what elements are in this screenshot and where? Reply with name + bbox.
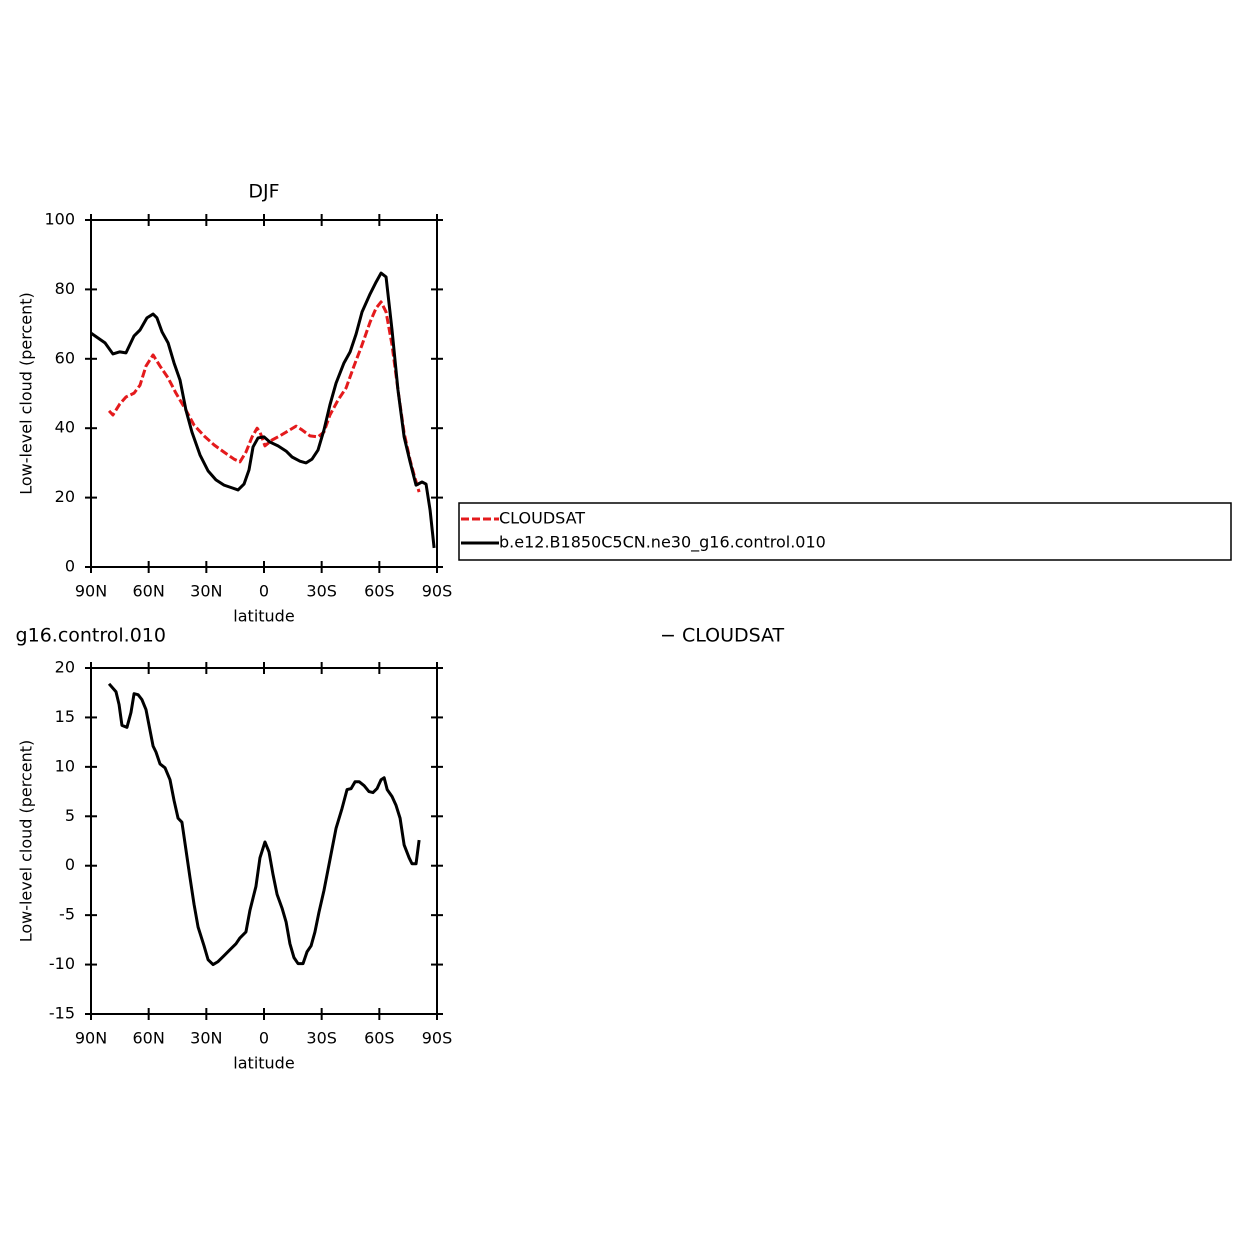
- x-axis-label: latitude: [233, 1054, 294, 1073]
- y-tick-label: 0: [65, 557, 75, 576]
- chart-title-left: g16.control.010: [16, 625, 166, 647]
- y-tick-label: 60: [55, 348, 75, 367]
- y-tick-label: -10: [49, 954, 75, 973]
- y-tick-label: 100: [44, 210, 75, 229]
- chart-title-right: − CLOUDSAT: [660, 625, 785, 647]
- x-tick-label: 90N: [75, 582, 107, 601]
- data-line: [107, 300, 421, 493]
- y-tick-label: 0: [65, 855, 75, 874]
- x-tick-label: 60S: [364, 582, 395, 601]
- y-tick-label: 15: [55, 707, 75, 726]
- x-axis-label: latitude: [233, 607, 294, 626]
- y-tick-label: 20: [55, 487, 75, 506]
- y-tick-label: 10: [55, 756, 75, 775]
- y-tick-label: 80: [55, 279, 75, 298]
- data-line: [107, 682, 421, 967]
- y-axis-label: Low-level cloud (percent): [17, 740, 36, 943]
- y-tick-label: -15: [49, 1004, 75, 1023]
- x-tick-label: 60S: [364, 1029, 395, 1048]
- y-tick-label: 20: [55, 658, 75, 677]
- legend-label: b.e12.B1850C5CN.ne30_g16.control.010: [499, 533, 826, 553]
- y-axis-label: Low-level cloud (percent): [17, 292, 36, 495]
- x-tick-label: 60N: [133, 1029, 165, 1048]
- chart-title: DJF: [248, 181, 279, 203]
- x-tick-label: 30S: [306, 1029, 337, 1048]
- legend-box: [458, 502, 1232, 561]
- x-tick-label: 0: [259, 1029, 269, 1048]
- x-tick-label: 60N: [133, 582, 165, 601]
- data-line: [90, 271, 436, 549]
- x-tick-label: 90N: [75, 1029, 107, 1048]
- y-tick-label: 40: [55, 418, 75, 437]
- x-tick-label: 30N: [190, 1029, 222, 1048]
- x-tick-label: 90S: [422, 582, 453, 601]
- legend-label: CLOUDSAT: [499, 509, 585, 528]
- y-tick-label: -5: [59, 905, 75, 924]
- x-tick-label: 30S: [306, 582, 337, 601]
- x-tick-label: 30N: [190, 582, 222, 601]
- y-tick-label: 5: [65, 806, 75, 825]
- x-tick-label: 0: [259, 582, 269, 601]
- x-tick-label: 90S: [422, 1029, 453, 1048]
- plot-frame: [90, 219, 438, 568]
